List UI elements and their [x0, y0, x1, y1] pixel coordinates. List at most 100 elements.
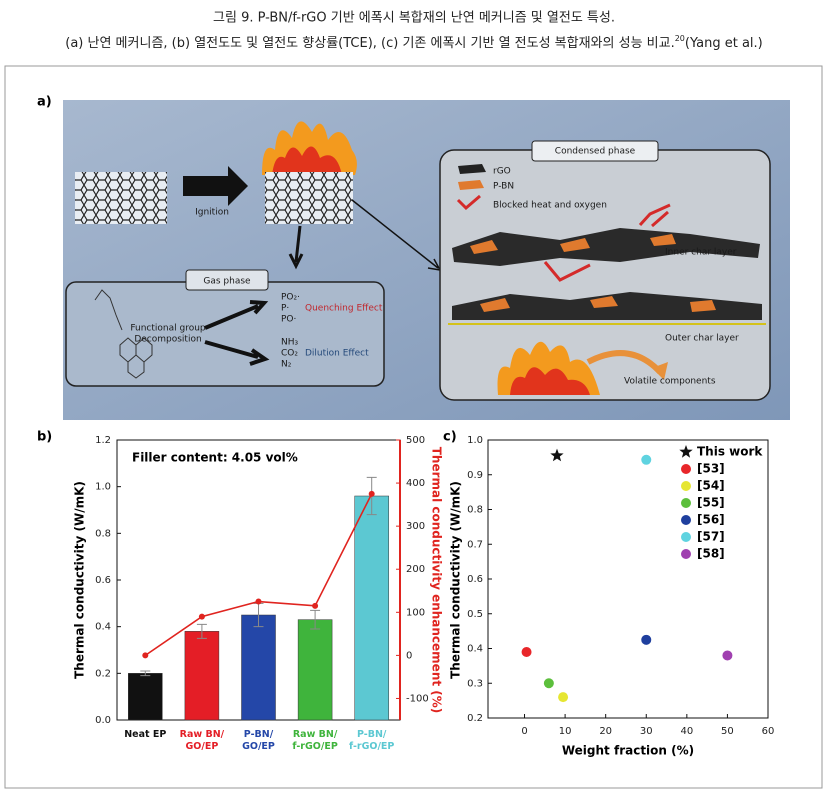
y-tick-label: 0.2	[95, 668, 111, 679]
x-tick-label: P-BN/GO/EP	[242, 729, 275, 752]
legend-marker	[679, 445, 693, 458]
panel-label: b)	[37, 430, 52, 445]
y-tick-label: 0.0	[95, 715, 111, 726]
y-tick-label: 0.7	[467, 539, 483, 550]
gas-phase-title: Gas phase	[203, 277, 251, 287]
tce-point	[368, 490, 375, 497]
point	[521, 646, 532, 657]
layer-label: Inner char layer	[665, 248, 737, 258]
x-tick-label: Raw BN/GO/EP	[180, 729, 225, 752]
bar	[241, 614, 276, 721]
y2-tick-label: 300	[406, 521, 425, 532]
y-tick-label: 0.6	[467, 574, 483, 585]
y-tick-label: 1.2	[95, 435, 111, 446]
x-tick-label: 20	[599, 726, 612, 737]
pbn-flakes	[480, 296, 716, 312]
legend-label: This work	[697, 445, 763, 459]
y2-tick-label: 100	[406, 607, 425, 618]
volatile-label: Volatile components	[624, 377, 716, 387]
volatile-arrowhead	[652, 362, 668, 380]
y-axis-title: Thermal conductivity (W/mK)	[73, 481, 87, 679]
y2-tick-label: 400	[406, 478, 425, 489]
gas: NH₃	[281, 338, 299, 348]
condensed-phase-title: Condensed phase	[555, 147, 636, 157]
y-axis-title: Thermal conductivity (W/mK)	[449, 481, 463, 679]
y-tick-label: 0.8	[95, 528, 111, 539]
legend-label: rGO	[493, 167, 511, 177]
legend-label: [53]	[697, 462, 725, 476]
x-tick-label: Neat EP	[124, 729, 166, 740]
arrow	[288, 225, 304, 270]
x-tick-label: P-BN/f-rGO/EP	[349, 729, 394, 752]
y-tick-label: 0.2	[467, 713, 483, 724]
x-tick-line: GO/EP	[242, 741, 275, 752]
graphene-pattern	[75, 172, 167, 224]
dilution-label: Dilution Effect	[305, 349, 369, 359]
gas-phase-tab	[185, 269, 269, 291]
x-tick-label: 40	[680, 726, 693, 737]
error-bar	[310, 609, 321, 630]
caption-ref-number: 20	[675, 34, 685, 43]
legend-label: Blocked heat and oxygen	[493, 201, 607, 211]
gas: N₂	[281, 360, 292, 370]
error-bar	[140, 670, 151, 677]
bar	[184, 631, 220, 721]
caption-title: 그림 9. P-BN/f-rGO 기반 에폭시 복합재의 난연 메커니즘 및 열…	[213, 11, 615, 26]
y2-tick-label: -100	[406, 693, 429, 704]
tce-point	[312, 602, 319, 609]
gas: CO₂	[281, 349, 298, 359]
volatile-arrow	[586, 350, 663, 375]
legend-label: [57]	[697, 530, 725, 544]
legend-label: [55]	[697, 496, 725, 510]
ignition-label: Ignition	[195, 208, 229, 218]
point	[641, 634, 652, 645]
y-tick-label: 0.8	[467, 505, 483, 516]
y2-tick-label: 200	[406, 564, 425, 575]
x-tick-label: 0	[521, 726, 527, 737]
conductivity-chart: 0.0 0.2 0.4 0.6 0.8 1.0 1.2 -100 0 100 200 300 400 50…	[73, 435, 444, 752]
legend-marker	[456, 194, 481, 211]
point	[641, 454, 652, 465]
condensed-phase-box	[439, 149, 771, 401]
y-tick-label: 0.3	[467, 678, 483, 689]
y-tick-label: 1.0	[467, 435, 483, 446]
legend-label: [54]	[697, 479, 725, 493]
figure-frame	[4, 65, 823, 789]
blocked-arrow	[543, 261, 591, 282]
radical: PO·	[281, 315, 296, 325]
graphene-pattern	[265, 172, 353, 224]
flame	[272, 146, 342, 175]
y2-tick-label: 500	[406, 435, 425, 446]
bar	[297, 619, 333, 721]
quenching-label: Quenching Effect	[305, 304, 383, 314]
comparison-chart: 0 10 20 30 40 50 60 0.2 0.3 0.4 0.5 0.6 0.7 0.8 0.9 1.0…	[449, 435, 775, 758]
group-label: Functional group	[130, 324, 206, 334]
mechanism-diagram: Ignition Gas phase Functional group Deco…	[63, 100, 790, 420]
x-tick-line: GO/EP	[186, 741, 219, 752]
pbn-flakes	[470, 234, 676, 254]
legend-marker	[681, 464, 691, 474]
layer-label: Outer char layer	[665, 334, 739, 344]
group-label: Decomposition	[134, 335, 201, 345]
x-tick-line: Raw BN/	[180, 729, 225, 740]
condensed-phase-tab	[531, 140, 659, 162]
legend-marker	[458, 180, 484, 190]
x-tick-label: Raw BN/f-rGO/EP	[292, 729, 337, 752]
legend-marker	[681, 498, 691, 508]
x-axis-title: Weight fraction (%)	[562, 744, 694, 758]
plot-frame	[487, 439, 769, 719]
legend-label: P-BN	[493, 182, 514, 192]
tce-point	[142, 652, 149, 659]
point	[550, 448, 564, 462]
x-tick-line: f-rGO/EP	[292, 741, 337, 752]
x-tick-label: 30	[640, 726, 653, 737]
point	[543, 678, 554, 689]
bar	[128, 673, 163, 721]
y-tick-label: 0.4	[467, 644, 483, 655]
error-bar	[196, 623, 207, 639]
annotation: Filler content: 4.05 vol%	[132, 451, 298, 465]
molecule	[94, 289, 153, 379]
panel-label: a)	[37, 95, 52, 110]
